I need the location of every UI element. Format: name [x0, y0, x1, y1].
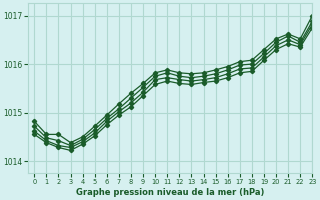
X-axis label: Graphe pression niveau de la mer (hPa): Graphe pression niveau de la mer (hPa): [76, 188, 265, 197]
